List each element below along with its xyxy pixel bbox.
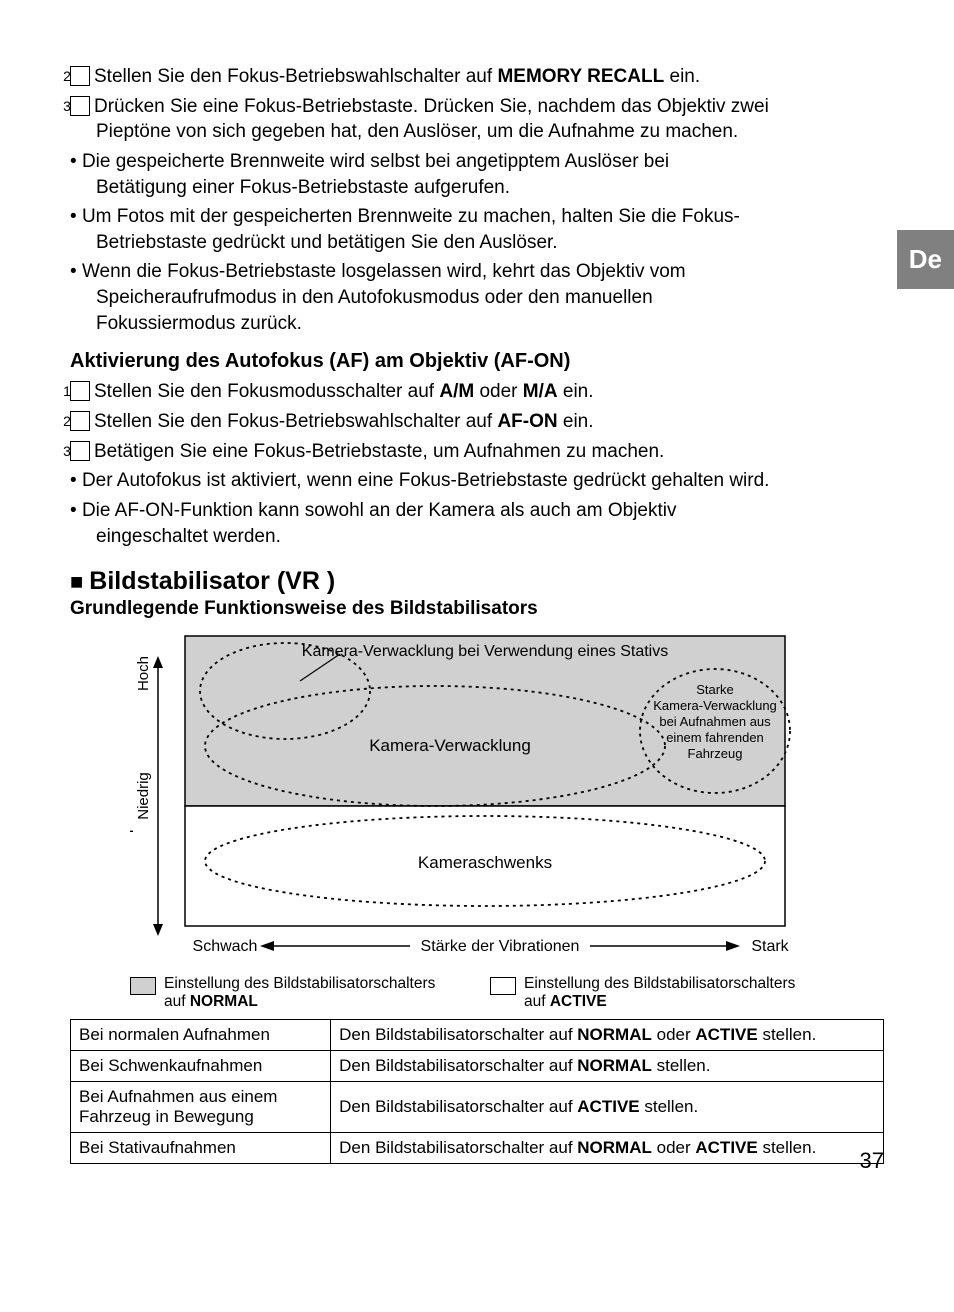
- table-row: Bei Aufnahmen aus einemFahrzeug in Beweg…: [71, 1082, 884, 1133]
- bullet-item: Wenn die Fokus-Betriebstaste losgelassen…: [70, 259, 884, 336]
- square-bullet-icon: ■: [70, 569, 83, 594]
- step-1: 1Stellen Sie den Fokusmodusschalter auf …: [70, 379, 884, 405]
- table-cell: Den Bildstabilisatorschalter auf NORMAL …: [331, 1051, 884, 1082]
- text: ): [327, 567, 335, 595]
- text: Fokussiermodus zurück.: [96, 313, 302, 334]
- vr-subheading: Grundlegende Funktionsweise des Bildstab…: [70, 598, 884, 620]
- step-number-1: 1: [70, 381, 90, 401]
- step-number-3: 3: [70, 96, 90, 116]
- table-row: Bei normalen Aufnahmen Den Bildstabilisa…: [71, 1020, 884, 1051]
- svg-text:Starke: Starke: [696, 682, 734, 697]
- text-bold: AF-ON: [497, 411, 557, 432]
- svg-text:Frequenz der Vibrationen: Frequenz der Vibrationen: [130, 692, 134, 861]
- step-3: 3Betätigen Sie eine Fokus-Betriebstaste,…: [70, 439, 884, 465]
- table-cell: Bei Stativaufnahmen: [71, 1133, 331, 1164]
- text: Die AF-ON-Funktion kann sowohl an der Ka…: [82, 500, 677, 521]
- text: Stellen Sie den Fokusmodusschalter auf: [94, 381, 439, 402]
- step-3: 3Drücken Sie eine Fokus-Betriebstaste. D…: [70, 94, 884, 145]
- text: Der Autofokus ist aktiviert, wenn eine F…: [82, 470, 770, 491]
- vr-section: ■Bildstabilisator (VR ) Grundlegende Fun…: [70, 567, 884, 1164]
- legend-text: Einstellung des Bildstabilisatorschalter…: [524, 975, 795, 1011]
- text-bold: M/A: [523, 381, 558, 402]
- svg-text:Fahrzeug: Fahrzeug: [688, 746, 743, 761]
- text: Speicheraufrufmodus in den Autofokusmodu…: [96, 287, 653, 308]
- page: De 2Stellen Sie den Fokus-Betriebswahlsc…: [0, 0, 954, 1204]
- vr-mode-table: Bei normalen Aufnahmen Den Bildstabilisa…: [70, 1019, 884, 1164]
- text: Pieptöne von sich gegeben hat, den Auslö…: [96, 121, 738, 142]
- svg-text:einem fahrenden: einem fahrenden: [666, 730, 764, 745]
- text: ein.: [558, 411, 594, 432]
- table-row: Bei Schwenkaufnahmen Den Bildstabilisato…: [71, 1051, 884, 1082]
- text: Stellen Sie den Fokus-Betriebswahlschalt…: [94, 411, 497, 432]
- text: ein.: [558, 381, 594, 402]
- table-cell: Den Bildstabilisatorschalter auf ACTIVE …: [331, 1082, 884, 1133]
- text: Um Fotos mit der gespeicherten Brennweit…: [82, 206, 740, 227]
- table-cell: Bei normalen Aufnahmen: [71, 1020, 331, 1051]
- svg-text:Schwach: Schwach: [193, 938, 258, 955]
- text-bold: A/M: [439, 381, 474, 402]
- bullet-item: Die AF-ON-Funktion kann sowohl an der Ka…: [70, 498, 884, 549]
- text: Stellen Sie den Fokus-Betriebswahlschalt…: [94, 66, 497, 87]
- text-bold: MEMORY RECALL: [497, 66, 664, 87]
- text: Bildstabilisator (VR: [89, 567, 320, 595]
- table-cell: Den Bildstabilisatorschalter auf NORMAL …: [331, 1020, 884, 1051]
- memory-recall-block: 2Stellen Sie den Fokus-Betriebswahlschal…: [70, 64, 884, 336]
- vr-diagram-svg: Niedrig Hoch Frequenz der Vibrationen: [130, 626, 850, 966]
- diagram-legend: Einstellung des Bildstabilisatorschalter…: [130, 975, 850, 1011]
- vr-heading: ■Bildstabilisator (VR ): [70, 567, 884, 596]
- svg-text:Hoch: Hoch: [135, 656, 152, 691]
- step-number-2: 2: [70, 411, 90, 431]
- svg-text:Kamera-Verwacklung bei Verwend: Kamera-Verwacklung bei Verwendung eines …: [302, 643, 668, 660]
- af-on-heading: Aktivierung des Autofokus (AF) am Objekt…: [70, 350, 884, 373]
- step-number-2: 2: [70, 66, 90, 86]
- legend-normal: Einstellung des Bildstabilisatorschalter…: [130, 975, 490, 1011]
- af-on-block: Aktivierung des Autofokus (AF) am Objekt…: [70, 350, 884, 549]
- table-cell: Bei Schwenkaufnahmen: [71, 1051, 331, 1082]
- step-2: 2Stellen Sie den Fokus-Betriebswahlschal…: [70, 64, 884, 90]
- svg-text:Stark: Stark: [751, 938, 789, 955]
- swatch-active-icon: [490, 977, 516, 995]
- legend-active: Einstellung des Bildstabilisatorschalter…: [490, 975, 850, 1011]
- language-tab: De: [897, 230, 954, 289]
- svg-text:Stärke der Vibrationen: Stärke der Vibrationen: [421, 938, 580, 955]
- svg-text:Kameraschwenks: Kameraschwenks: [418, 853, 552, 872]
- text: ein.: [664, 66, 700, 87]
- step-2: 2Stellen Sie den Fokus-Betriebswahlschal…: [70, 409, 884, 435]
- text: oder: [474, 381, 523, 402]
- table-cell: Bei Aufnahmen aus einemFahrzeug in Beweg…: [71, 1082, 331, 1133]
- svg-text:Niedrig: Niedrig: [135, 772, 152, 820]
- swatch-normal-icon: [130, 977, 156, 995]
- page-number: 37: [860, 1148, 884, 1174]
- text: Betätigung einer Fokus-Betriebstaste auf…: [96, 177, 510, 198]
- text: Drücken Sie eine Fokus-Betriebstaste. Dr…: [94, 96, 769, 117]
- text: eingeschaltet werden.: [96, 526, 281, 547]
- table-row: Bei Stativaufnahmen Den Bildstabilisator…: [71, 1133, 884, 1164]
- text: Betätigen Sie eine Fokus-Betriebstaste, …: [94, 441, 664, 462]
- svg-text:bei Aufnahmen aus: bei Aufnahmen aus: [659, 714, 771, 729]
- vr-diagram: Niedrig Hoch Frequenz der Vibrationen: [130, 626, 850, 1011]
- bullet-item: Um Fotos mit der gespeicherten Brennweit…: [70, 204, 884, 255]
- bullet-item: Der Autofokus ist aktiviert, wenn eine F…: [70, 468, 884, 494]
- table-cell: Den Bildstabilisatorschalter auf NORMAL …: [331, 1133, 884, 1164]
- text: Wenn die Fokus-Betriebstaste losgelassen…: [82, 261, 686, 282]
- svg-text:Kamera-Verwacklung: Kamera-Verwacklung: [653, 698, 777, 713]
- svg-text:Kamera-Verwacklung: Kamera-Verwacklung: [369, 736, 531, 755]
- legend-text: Einstellung des Bildstabilisatorschalter…: [164, 975, 435, 1011]
- text: Die gespeicherte Brennweite wird selbst …: [82, 151, 669, 172]
- text: Betriebstaste gedrückt und betätigen Sie…: [96, 232, 558, 253]
- step-number-3: 3: [70, 441, 90, 461]
- bullet-item: Die gespeicherte Brennweite wird selbst …: [70, 149, 884, 200]
